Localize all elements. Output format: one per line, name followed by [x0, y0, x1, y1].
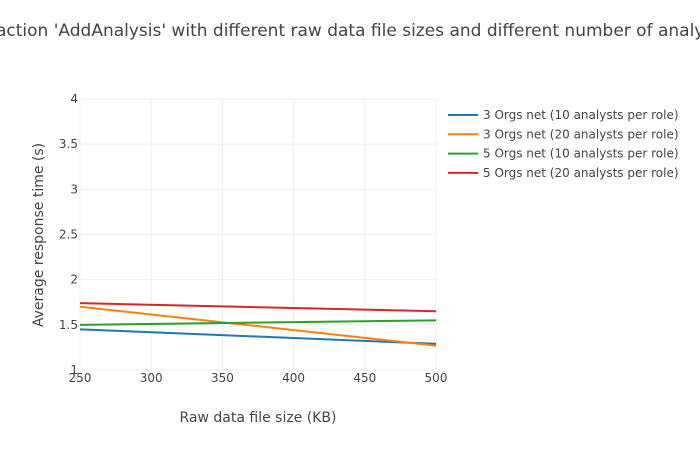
y-tick-label: 4: [70, 92, 78, 106]
y-tick-label: 1: [70, 363, 78, 377]
chart-title-text: action 'AddAnalysis' with different raw …: [0, 21, 700, 41]
y-tick-label: 2: [70, 273, 78, 287]
chart-title: action 'AddAnalysis' with different raw …: [0, 21, 700, 47]
y-tick-label: 3: [70, 182, 78, 196]
y-tick-label: 2.5: [59, 228, 78, 242]
legend-label: 5 Orgs net (10 analysts per role): [483, 147, 679, 161]
series-line-4: [79, 302, 437, 313]
y-axis-title: Average response time (s): [31, 143, 47, 327]
series-layer: [79, 302, 437, 347]
series-line-2: [79, 305, 437, 347]
legend-label: 3 Orgs net (10 analysts per role): [483, 108, 679, 122]
x-axis-title: Raw data file size (KB): [180, 410, 337, 426]
series-line-1: [79, 328, 437, 345]
series-line-3: [79, 319, 437, 326]
tick-layer: 250 300 350 400 450 500 1 1.5 2 2.5 3 3.5 4: [59, 92, 448, 385]
x-tick-label: 400: [282, 371, 305, 385]
legend-item[interactable]: 5 Orgs net (10 analysts per role): [448, 147, 679, 161]
grid-layer: [79, 98, 437, 371]
x-tick-label: 250: [69, 371, 92, 385]
legend-item[interactable]: 3 Orgs net (20 analysts per role): [448, 127, 679, 141]
x-tick-label: 500: [425, 371, 448, 385]
legend-item[interactable]: 3 Orgs net (10 analysts per role): [448, 108, 679, 122]
legend-label: 5 Orgs net (20 analysts per role): [483, 166, 679, 180]
legend-label: 3 Orgs net (20 analysts per role): [483, 127, 679, 141]
legend-item[interactable]: 5 Orgs net (20 analysts per role): [448, 166, 679, 180]
legend: 3 Orgs net (10 analysts per role) 3 Orgs …: [448, 108, 679, 180]
x-tick-label: 300: [140, 371, 163, 385]
x-tick-label: 450: [353, 371, 376, 385]
y-tick-label: 3.5: [59, 137, 78, 151]
y-tick-label: 1.5: [59, 318, 78, 332]
x-tick-label: 350: [211, 371, 234, 385]
